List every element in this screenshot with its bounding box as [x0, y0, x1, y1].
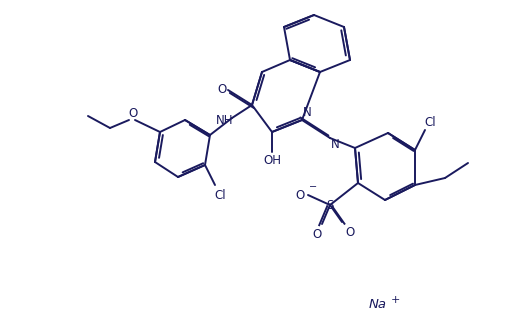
Text: O: O	[128, 107, 138, 119]
Text: O: O	[296, 188, 305, 202]
Text: O: O	[217, 82, 227, 96]
Text: O: O	[346, 225, 355, 239]
Text: Na: Na	[369, 299, 387, 311]
Text: Cl: Cl	[214, 188, 226, 202]
Text: S: S	[326, 199, 333, 212]
Text: Cl: Cl	[424, 116, 436, 128]
Text: NH: NH	[216, 114, 234, 126]
Text: N: N	[331, 137, 339, 151]
Text: OH: OH	[263, 154, 281, 166]
Text: +: +	[390, 295, 400, 305]
Text: O: O	[312, 227, 321, 241]
Text: N: N	[302, 106, 311, 118]
Text: −: −	[309, 182, 317, 192]
